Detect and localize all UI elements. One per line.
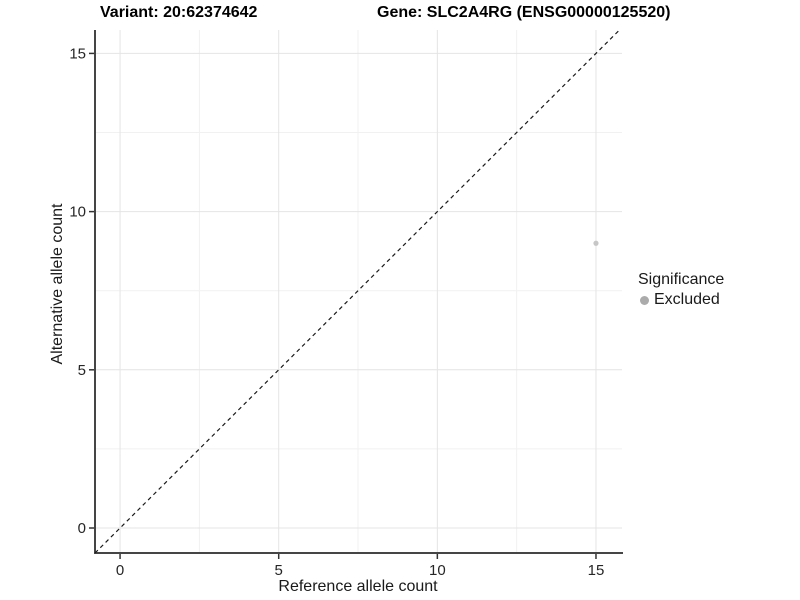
legend-title: Significance: [638, 271, 725, 288]
y-tick-label: 15: [69, 45, 86, 62]
legend: Significance Excluded: [638, 271, 724, 309]
x-tick-label: 0: [116, 562, 124, 579]
x-tick-label: 10: [429, 562, 446, 579]
x-tick-label: 5: [275, 562, 283, 579]
plot-title-gene: Gene: SLC2A4RG (ENSG00000125520): [377, 4, 671, 21]
y-tick-label: 10: [69, 204, 86, 221]
legend-item-excluded: Excluded: [638, 291, 724, 309]
legend-point-icon: [640, 295, 649, 305]
x-axis-title: Reference allele count: [278, 578, 438, 595]
x-tick-label: 15: [588, 562, 605, 579]
identity-line: [94, 29, 620, 554]
data-point: [593, 240, 599, 246]
y-tick-label: 5: [78, 362, 86, 379]
plot-title-variant: Variant: 20:62374642: [100, 4, 258, 21]
legend-item-label: Excluded: [654, 291, 720, 308]
y-tick-label: 0: [78, 520, 86, 537]
